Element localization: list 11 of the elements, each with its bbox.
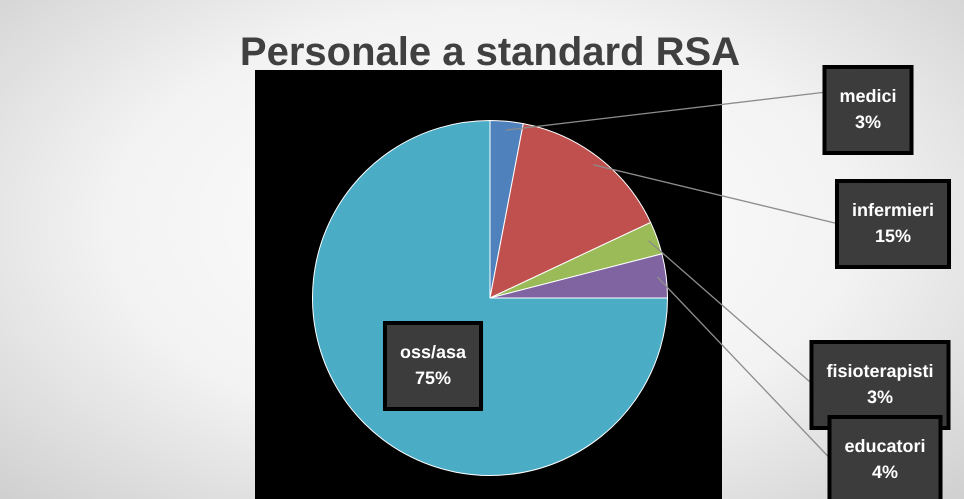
slice-label: medici: [839, 86, 897, 106]
data-label: 4%: [872, 462, 898, 482]
slice-label: educatori: [844, 436, 926, 456]
data-label: 3%: [866, 386, 894, 407]
chart-title: Personale a standard RSA: [238, 30, 742, 75]
data-label: 75%: [414, 368, 452, 388]
data-label: 15%: [874, 226, 912, 246]
slice-label: infermieri: [852, 200, 934, 220]
data-label: 3%: [854, 112, 882, 132]
slice-label: oss/asa: [400, 342, 468, 362]
slice-label: fisioterapisti: [826, 360, 934, 381]
